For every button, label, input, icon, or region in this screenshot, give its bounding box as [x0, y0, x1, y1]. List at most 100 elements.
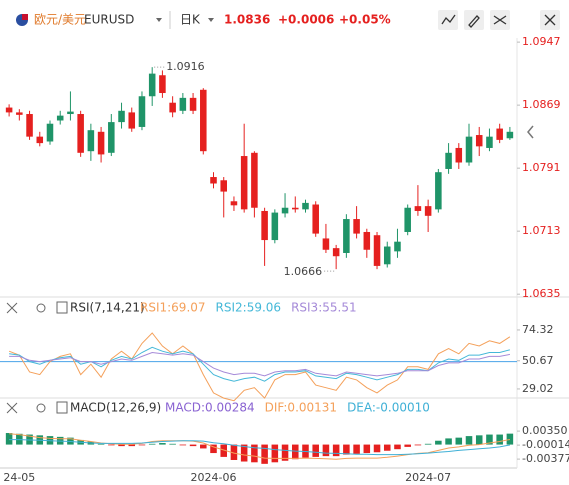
- macd-bar: [138, 444, 146, 446]
- macd-bar: [322, 444, 330, 457]
- macd-bar: [445, 438, 452, 445]
- candle-body: [16, 112, 23, 115]
- candle-body: [271, 212, 279, 241]
- rsi-title: RSI(7,14,21): [70, 301, 145, 315]
- candle-body: [240, 156, 248, 210]
- candle-body: [56, 115, 64, 121]
- macd-bar: [281, 444, 289, 461]
- switch-icon[interactable]: [56, 401, 68, 414]
- macd-bar: [200, 444, 207, 449]
- macd-bar: [435, 440, 442, 445]
- candle-body: [322, 238, 330, 250]
- macd-bar: [373, 444, 381, 453]
- candle-body: [108, 122, 115, 153]
- candle-body: [189, 97, 197, 111]
- candle-body: [148, 73, 156, 97]
- collapse-icon[interactable]: [6, 402, 18, 414]
- macd-bar: [496, 434, 503, 445]
- candle-body: [363, 231, 371, 250]
- candle-body: [445, 152, 452, 169]
- macd-bar: [465, 436, 473, 445]
- candle-body: [118, 110, 125, 123]
- draw-icon: [468, 15, 480, 28]
- indicator-icon: [441, 14, 456, 25]
- macd-bar: [169, 443, 176, 445]
- fullscreen-icon: [493, 15, 507, 25]
- macd-bar: [118, 444, 125, 447]
- switch-icon[interactable]: [56, 301, 68, 314]
- dropdown-arrow[interactable]: [208, 18, 214, 22]
- candle-body: [26, 114, 33, 137]
- pair-name[interactable]: 欧元/美元: [34, 13, 86, 27]
- candle-body: [496, 128, 503, 140]
- macd-bar: [251, 444, 258, 463]
- price: 1.0836: [224, 13, 270, 27]
- y-tick-label: 50.67: [522, 354, 554, 367]
- macd-bar: [414, 444, 422, 446]
- candle-body: [506, 131, 514, 139]
- toolbar: [438, 10, 560, 30]
- candle-body: [486, 136, 493, 148]
- candle-body: [169, 102, 176, 113]
- legend-label: RSI2:59.06: [216, 301, 282, 315]
- change: +0.0006: [278, 13, 334, 27]
- candle-body: [465, 136, 473, 163]
- candle-body: [36, 136, 44, 144]
- macd-bar: [261, 444, 268, 464]
- collapse-arrow[interactable]: [527, 125, 534, 139]
- candle-body: [97, 131, 105, 155]
- rsi-line: [9, 351, 510, 377]
- candle-body: [435, 172, 442, 210]
- rsi-line: [8, 332, 511, 402]
- candle-body: [353, 219, 360, 234]
- candle-body: [383, 246, 391, 265]
- flag-icon: [16, 14, 28, 26]
- dropdown-arrow[interactable]: [156, 18, 162, 22]
- legend-label: DIF:0.00131: [265, 401, 337, 415]
- macd-bar: [486, 434, 493, 445]
- change-percent: +0.05%: [339, 13, 391, 27]
- macd-bar: [5, 433, 13, 445]
- candle-body: [414, 206, 422, 211]
- x-tick-label: 2024-06: [191, 471, 237, 484]
- period[interactable]: 日K: [180, 13, 201, 27]
- candle-body: [87, 130, 95, 152]
- candle-body: [343, 219, 350, 253]
- macd-bar: [159, 443, 166, 445]
- settings-icon[interactable]: [36, 303, 46, 313]
- macd-bar: [455, 437, 463, 445]
- macd-bar: [240, 444, 248, 462]
- candle-body: [251, 152, 258, 208]
- y-tick-label: 1.0713: [522, 224, 561, 237]
- min-label: 1.0666: [284, 265, 323, 278]
- candle-body: [455, 147, 463, 163]
- macd-bar: [353, 444, 360, 454]
- candle-body: [261, 210, 268, 241]
- macd-bar: [383, 444, 391, 451]
- macd-bar: [424, 443, 432, 445]
- candle-body: [77, 114, 84, 153]
- legend-label: DEA:-0.00010: [347, 401, 430, 415]
- macd-bar: [108, 444, 115, 446]
- collapse-icon[interactable]: [6, 302, 18, 314]
- candle-body: [394, 241, 401, 252]
- max-label: 1.0916: [166, 60, 205, 73]
- candle-body: [424, 206, 432, 216]
- symbol[interactable]: EURUSD: [84, 13, 134, 27]
- candle-body: [230, 201, 238, 206]
- macd-bar: [475, 435, 483, 445]
- candle-body: [46, 123, 54, 142]
- y-tick-label: 1.0635: [522, 287, 561, 300]
- candle-body: [332, 248, 340, 257]
- macd-line: [9, 439, 510, 456]
- candle-body: [67, 111, 74, 115]
- settings-icon[interactable]: [36, 403, 46, 413]
- y-tick-label: 1.0791: [522, 161, 561, 174]
- macd-bar: [230, 444, 238, 460]
- x-tick-label: 24-05: [3, 471, 35, 484]
- close-icon: [544, 14, 556, 26]
- candle-body: [475, 135, 483, 147]
- candle-body: [128, 112, 136, 129]
